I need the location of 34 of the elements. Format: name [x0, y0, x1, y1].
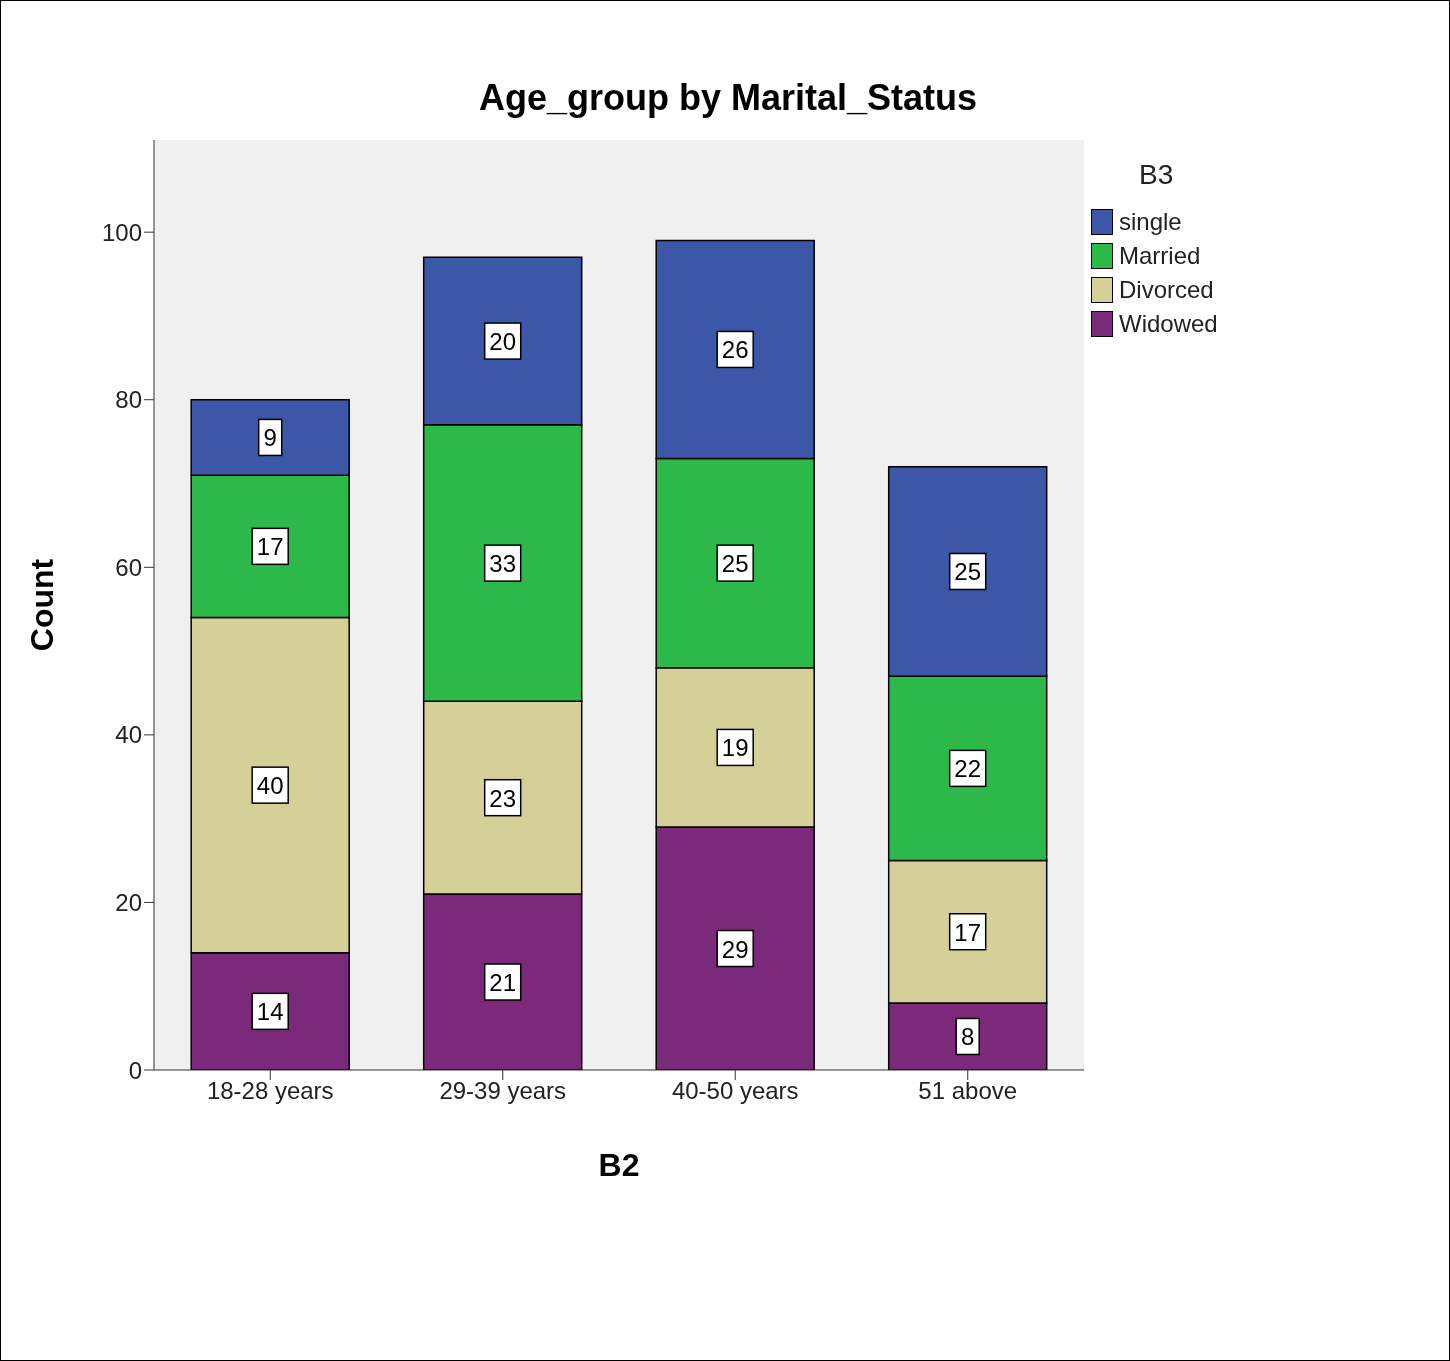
data-label: 9 — [263, 424, 277, 452]
y-tick-label: 60 — [115, 553, 142, 581]
data-label: 14 — [256, 998, 284, 1026]
data-label: 40 — [256, 772, 284, 800]
data-label: 19 — [721, 734, 749, 762]
x-tick-label: 51 above — [918, 1077, 1018, 1105]
y-tick-label: 20 — [115, 888, 142, 916]
y-tick-label: 100 — [101, 218, 142, 246]
legend-label: Widowed — [1119, 310, 1218, 338]
y-tick-label: 0 — [128, 1056, 142, 1084]
x-tick-label: 18-28 years — [206, 1077, 334, 1105]
data-label: 26 — [721, 336, 749, 364]
legend-title: B3 — [1139, 159, 1175, 191]
data-label: 17 — [256, 533, 284, 561]
data-label: 23 — [489, 784, 517, 812]
legend-label: Divorced — [1119, 276, 1214, 304]
data-label: 17 — [954, 918, 982, 946]
data-label: 22 — [954, 755, 982, 783]
x-axis-title: B2 — [598, 1147, 640, 1183]
y-axis-title: Count — [24, 558, 61, 652]
data-label: 21 — [489, 969, 517, 997]
data-label: 20 — [489, 328, 517, 356]
data-label: 25 — [721, 550, 749, 578]
data-label: 25 — [954, 558, 982, 586]
data-label: 8 — [961, 1023, 975, 1051]
data-label: 29 — [721, 935, 749, 963]
data-label: 33 — [489, 550, 517, 578]
y-tick-label: 80 — [115, 386, 142, 414]
y-tick-label: 40 — [115, 721, 142, 749]
x-tick-label: 29-39 years — [439, 1077, 567, 1105]
legend-label: single — [1119, 208, 1182, 236]
chart-title: Age_group by Marital_Status — [477, 77, 979, 119]
x-tick-label: 40-50 years — [671, 1077, 799, 1105]
legend-label: Married — [1119, 242, 1201, 270]
